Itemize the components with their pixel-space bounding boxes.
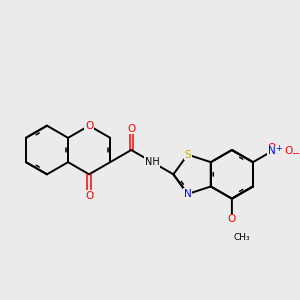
Text: O: O [127,124,135,134]
Text: N: N [268,146,275,157]
Text: O: O [228,214,236,224]
Text: O: O [85,191,93,201]
Text: S: S [184,150,191,160]
Text: O: O [267,143,276,153]
Text: CH₃: CH₃ [234,233,250,242]
Text: O: O [85,121,93,131]
Text: +: + [275,144,282,153]
Text: N: N [184,189,192,199]
Text: O: O [284,146,292,157]
Text: NH: NH [145,157,160,167]
Text: −: − [292,149,300,159]
